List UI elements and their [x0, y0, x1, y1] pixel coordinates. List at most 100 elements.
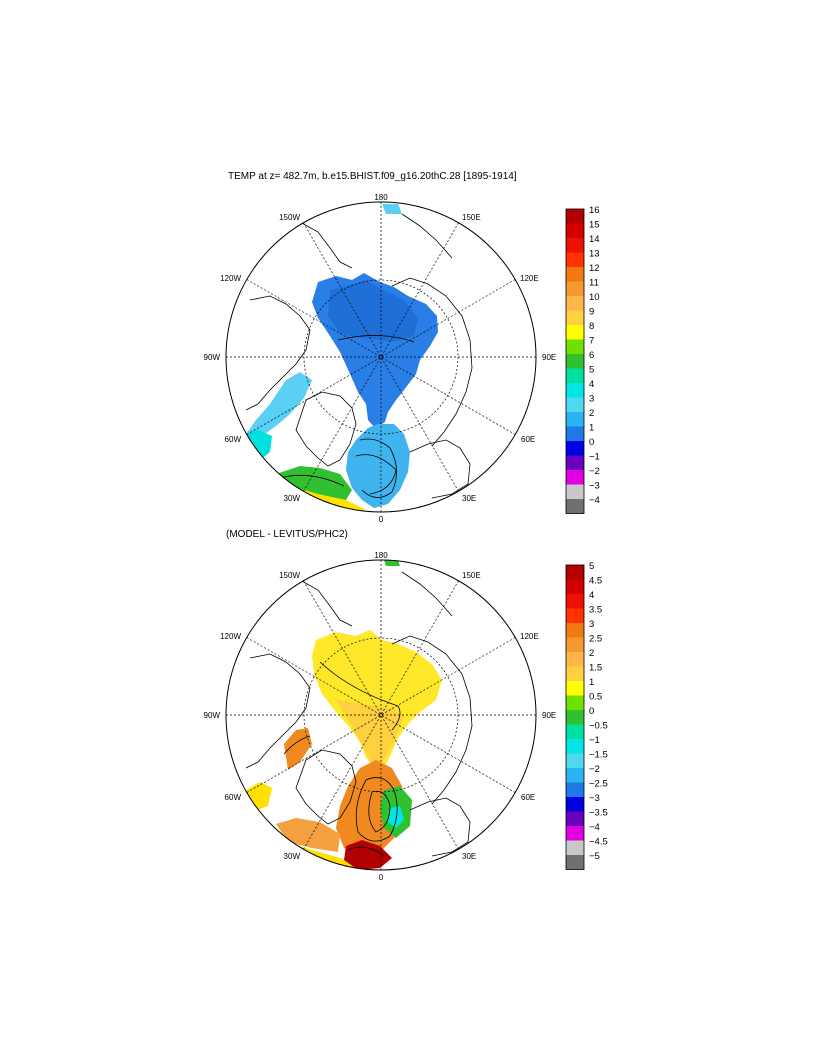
panel2-colorbar-label: −3.5 — [589, 808, 608, 819]
panel1-map: 180 150E 120E 90E 60E 30E 0 30W 60W 90W … — [204, 193, 600, 524]
panel2-lon-30e: 30E — [462, 852, 476, 861]
panel2-colorbar-label: 3 — [589, 619, 594, 630]
panel1-colorbar-label: −1 — [589, 452, 600, 463]
panel1-lon-120w: 120W — [220, 274, 241, 283]
panel1-coast-chukotka — [401, 213, 453, 259]
panel1-colorbar-swatch — [566, 470, 584, 485]
panel2-lon-90e: 90E — [542, 711, 556, 720]
panel2-colorbar-label: 0.5 — [589, 692, 602, 703]
panel2-contour-a — [319, 661, 401, 731]
panel2-lon-90w: 90W — [204, 711, 221, 720]
panel1-colorbar-swatch — [566, 484, 584, 499]
panel1-colorbar-label: 11 — [589, 278, 599, 289]
panel1-contour-b — [359, 438, 397, 498]
panel1-baffin-fill — [246, 372, 312, 446]
panel1-title: TEMP at z= 482.7m, b.e15.BHIST.f09_g16.2… — [228, 171, 517, 182]
panel1-map-border — [225, 201, 537, 513]
panel2-colorbar-label: 2.5 — [589, 634, 602, 645]
panel1-colorbar-swatch — [566, 455, 584, 470]
panel1-lon-180: 180 — [374, 193, 388, 202]
panel1-lon-90e: 90E — [542, 353, 556, 362]
panel2-colorbar-label: −1 — [589, 735, 600, 746]
panel1-lon-150e: 150E — [462, 213, 481, 222]
panel2-lon-30w: 30W — [284, 852, 301, 861]
panel2-lon-180: 180 — [374, 551, 388, 560]
panel2-coast-chukotka — [401, 571, 453, 617]
panel1-colorbar-label: 8 — [589, 321, 594, 332]
panel1-colorbar-label: −4 — [589, 495, 600, 506]
panel2-colorbar-swatch — [566, 855, 584, 870]
panel1-lon-90w: 90W — [204, 353, 221, 362]
panel2-title: (MODEL - LEVITUS/PHC2) — [226, 529, 348, 540]
panel2-basin-orange — [336, 700, 404, 764]
panel2-colorbar-label: −2 — [589, 764, 600, 775]
panel1-lon-60w: 60W — [225, 435, 242, 444]
panel1-temperature-field — [245, 204, 473, 512]
panel2-colorbar-swatch — [566, 623, 584, 638]
panel1-labrador-fill — [246, 430, 272, 462]
panel2-colorbar-swatch — [566, 695, 584, 710]
panel2-colorbar-label: 4.5 — [589, 576, 602, 587]
panel1-colorbar-label: 0 — [589, 437, 594, 448]
panel1-colorbar-swatch — [566, 252, 584, 267]
panel1-lon-0: 0 — [379, 515, 384, 524]
panel1-colorbar-label: 15 — [589, 220, 600, 231]
panel2-colorbar-swatch — [566, 811, 584, 826]
panel1-colorbar-swatch — [566, 383, 584, 398]
panel1-coast-siberia — [391, 277, 473, 447]
panel2-contour-c — [368, 790, 391, 833]
panel1-colorbar-swatch — [566, 426, 584, 441]
panel1-colorbar-label: −3 — [589, 481, 600, 492]
panel2-colorbar-label: −2.5 — [589, 779, 608, 790]
panel1-lon-30e: 30E — [462, 494, 476, 503]
panel2-colorbar-swatch — [566, 579, 584, 594]
panel2-graticule — [226, 560, 536, 870]
panel2-colorbar-swatch — [566, 681, 584, 696]
panel1-lon-60e: 60E — [521, 435, 535, 444]
panel2-lon-0: 0 — [379, 873, 384, 882]
panel2-colorbar-label: 4 — [589, 590, 594, 601]
panel2-colorbar-swatch — [566, 840, 584, 855]
panel2-map-border — [225, 559, 537, 871]
panel2-map: 180 150E 120E 90E 60E 30E 0 30W 60W 90W … — [204, 551, 608, 882]
panel1-colorbar-label: 14 — [589, 234, 600, 245]
panel1-colorbar-label: 12 — [589, 263, 600, 274]
panel1-lon-labels: 180 150E 120E 90E 60E 30E 0 30W 60W 90W … — [204, 193, 557, 524]
panel2-basin-fill — [312, 630, 442, 768]
panel2-colorbar-label: 3.5 — [589, 605, 602, 616]
panel2-colorbar-label: −4 — [589, 822, 600, 833]
panel2-colorbar-label: 5 — [589, 561, 594, 572]
panel2-nordic-orange — [336, 760, 404, 858]
panel1-colorbar-swatch — [566, 310, 584, 325]
panel2-lon-60e: 60E — [521, 793, 535, 802]
panel2-lon-120e: 120E — [520, 632, 539, 641]
panel2-difference-field — [245, 560, 473, 870]
panel1-contour-a — [337, 335, 415, 343]
panel1-colorbar-label: 3 — [589, 394, 594, 405]
panel2-colorbar-swatch — [566, 826, 584, 841]
panel2-lon-150e: 150E — [462, 571, 481, 580]
panel1-colorbar-label: 2 — [589, 408, 594, 419]
panel2-colorbar-swatch — [566, 637, 584, 652]
panel1-basin-core — [328, 280, 418, 342]
panel2-colorbar-swatch — [566, 666, 584, 681]
panel2-contour-b — [355, 777, 398, 842]
panel1-colorbar-swatch — [566, 354, 584, 369]
panel1-coast-greenland — [295, 391, 357, 467]
panel1-colorbar-label: 16 — [589, 205, 600, 216]
panel1-colorbar-label: 7 — [589, 336, 594, 347]
panel1-colorbar-swatch — [566, 368, 584, 383]
panel2-colorbar: 5 4.5 4 3.5 3 2.5 2 1.5 1 0.5 0 −0.5 −1 −1.5 −2 −2.5 −3 −… — [565, 561, 608, 870]
panel1-nordic-fill — [346, 424, 410, 508]
panel2-colorbar-swatch — [566, 565, 584, 580]
panel1-lon-150w: 150W — [279, 213, 300, 222]
panel2-lon-150w: 150W — [279, 571, 300, 580]
panel1-colorbar-label: 13 — [589, 249, 600, 260]
panel1-colorbar-label: 5 — [589, 365, 594, 376]
panel2-colorbar-frame — [565, 564, 585, 870]
panel2-colorbar-swatch — [566, 739, 584, 754]
panel2-lon-120w: 120W — [220, 632, 241, 641]
panel2-lon-60w: 60W — [225, 793, 242, 802]
